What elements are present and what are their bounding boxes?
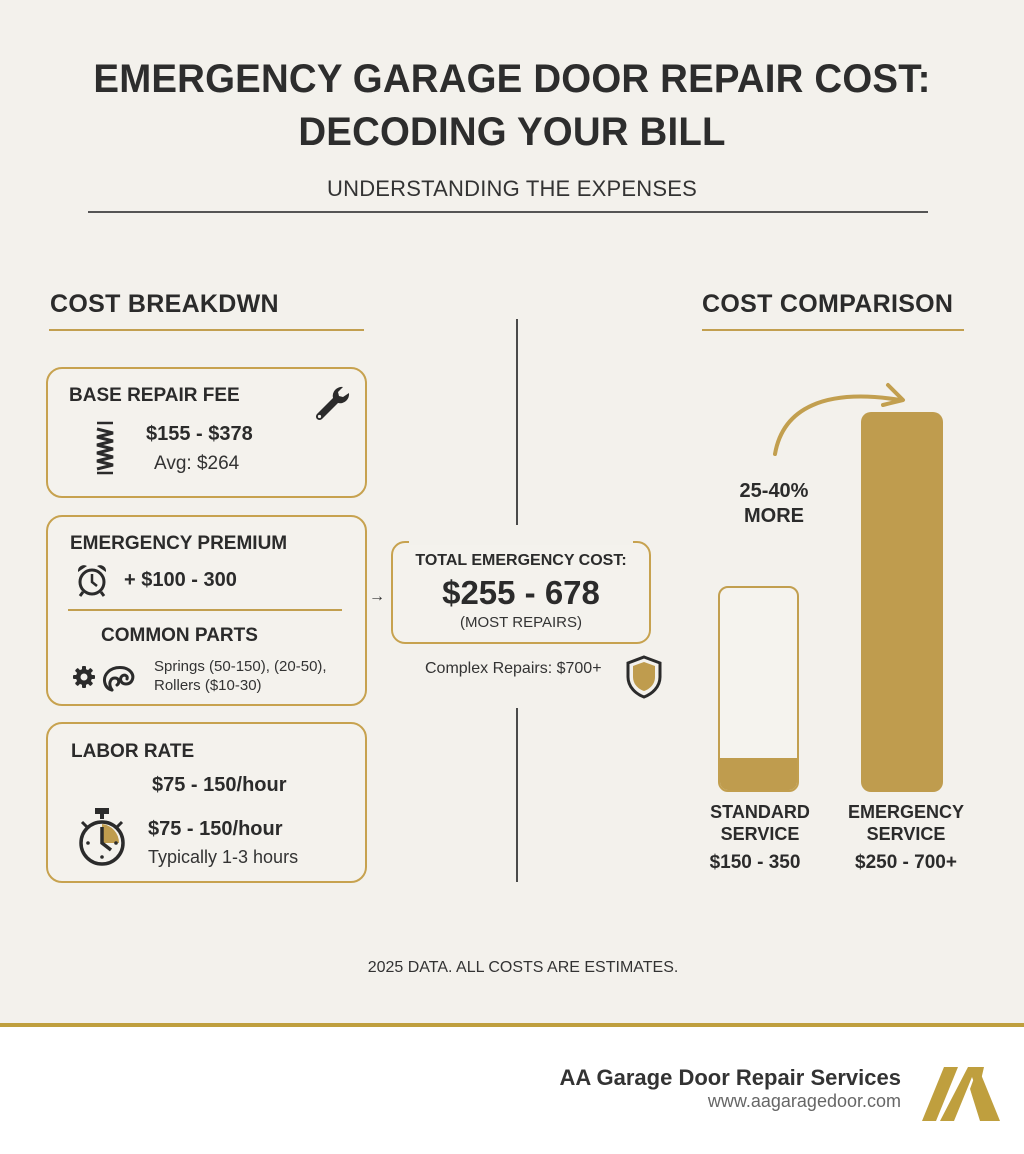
base-repair-fee-range: $155 - $378 (146, 423, 253, 445)
page-title-line1: EMERGENCY GARAGE DOOR REPAIR COST: (93, 57, 931, 101)
stopwatch-icon (74, 806, 130, 873)
base-repair-fee-title: BASE REPAIR FEE (69, 385, 240, 406)
wrench-icon (312, 383, 352, 428)
total-cost-title: TOTAL EMERGENCY COST: (415, 552, 627, 569)
labor-rate-value: $75 - 150/hour (148, 818, 283, 840)
footer-accent-line (0, 1023, 1024, 1027)
standard-label-line1: STANDARD (710, 802, 810, 822)
standard-service-bar-fill (720, 758, 797, 790)
standard-service-label: STANDARD SERVICE (700, 801, 820, 845)
arrow-right-icon: → (369, 588, 385, 605)
standard-service-bar (718, 586, 799, 792)
card-inner-divider (68, 609, 342, 611)
emergency-premium-card: EMERGENCY PREMIUM + $100 - 300 COMMON PA… (46, 515, 367, 706)
company-name: AA Garage Door Repair Services (559, 1065, 901, 1090)
total-cost-box: TOTAL EMERGENCY COST: $255 - 678 (MOST R… (391, 540, 651, 644)
total-cost-note: (MOST REPAIRS) (460, 614, 582, 631)
footnote: 2025 DATA. ALL COSTS ARE ESTIMATES. (367, 959, 679, 976)
emergency-service-bar (861, 412, 943, 792)
standard-service-price: $150 - 350 (709, 852, 801, 873)
footer: AA Garage Door Repair Services www.aagar… (0, 1027, 1024, 1154)
total-cost-value: $255 - 678 (442, 574, 600, 611)
emergency-label-line2: SERVICE (866, 824, 946, 844)
page-title-line2: DECODING YOUR BILL (298, 110, 726, 154)
header-divider (88, 211, 928, 213)
page-subtitle: UNDERSTANDING THE EXPENSES (327, 176, 697, 201)
emergency-premium-title: EMERGENCY PREMIUM (70, 533, 288, 554)
company-website[interactable]: www.aagaragedoor.com (707, 1091, 901, 1111)
cost-comparison-underline (702, 329, 964, 331)
cost-breakdown-underline (49, 329, 364, 331)
aa-logo-icon (922, 1065, 1002, 1128)
emergency-label-line1: EMERGENCY (847, 802, 964, 822)
labor-rate-card: LABOR RATE $75 - 150/hour $75 - 150/hour… (46, 722, 367, 883)
emergency-service-label: EMERGENCY SERVICE (842, 801, 970, 845)
alarm-clock-icon (74, 562, 110, 603)
spiral-icon (100, 662, 136, 697)
gear-icon (72, 665, 96, 694)
base-repair-fee-average: Avg: $264 (154, 453, 240, 474)
labor-rate-note: Typically 1-3 hours (148, 847, 299, 867)
common-parts-list-line1: Springs (50-150), (20-50), (154, 658, 327, 675)
center-divider-top (516, 319, 518, 525)
labor-rate-title: LABOR RATE (71, 741, 195, 762)
total-box-top-gap (409, 540, 633, 545)
percentage-annotation-line1: 25-40% (739, 480, 809, 502)
emergency-service-price: $250 - 700+ (855, 852, 957, 873)
percentage-annotation-line2: MORE (744, 505, 804, 527)
percentage-annotation: 25-40% MORE (730, 479, 818, 529)
complex-repairs-text: Complex Repairs: $700+ (425, 660, 602, 677)
standard-label-line2: SERVICE (720, 824, 800, 844)
center-divider-bottom (516, 708, 518, 882)
cost-comparison-heading: COST COMPARISON (702, 290, 954, 318)
common-parts-list-line2: Rollers ($10-30) (154, 677, 262, 694)
shield-icon (626, 655, 662, 704)
base-repair-fee-card: BASE REPAIR FEE $155 - $378 Avg: $264 (46, 367, 367, 498)
cost-breakdown-heading: COST BREAKDWN (50, 290, 279, 318)
spring-icon (94, 419, 116, 482)
curved-arrow-icon (765, 378, 915, 463)
common-parts-title: COMMON PARTS (101, 625, 258, 646)
emergency-premium-value: + $100 - 300 (124, 569, 237, 591)
labor-rate-value-top: $75 - 150/hour (152, 774, 287, 796)
